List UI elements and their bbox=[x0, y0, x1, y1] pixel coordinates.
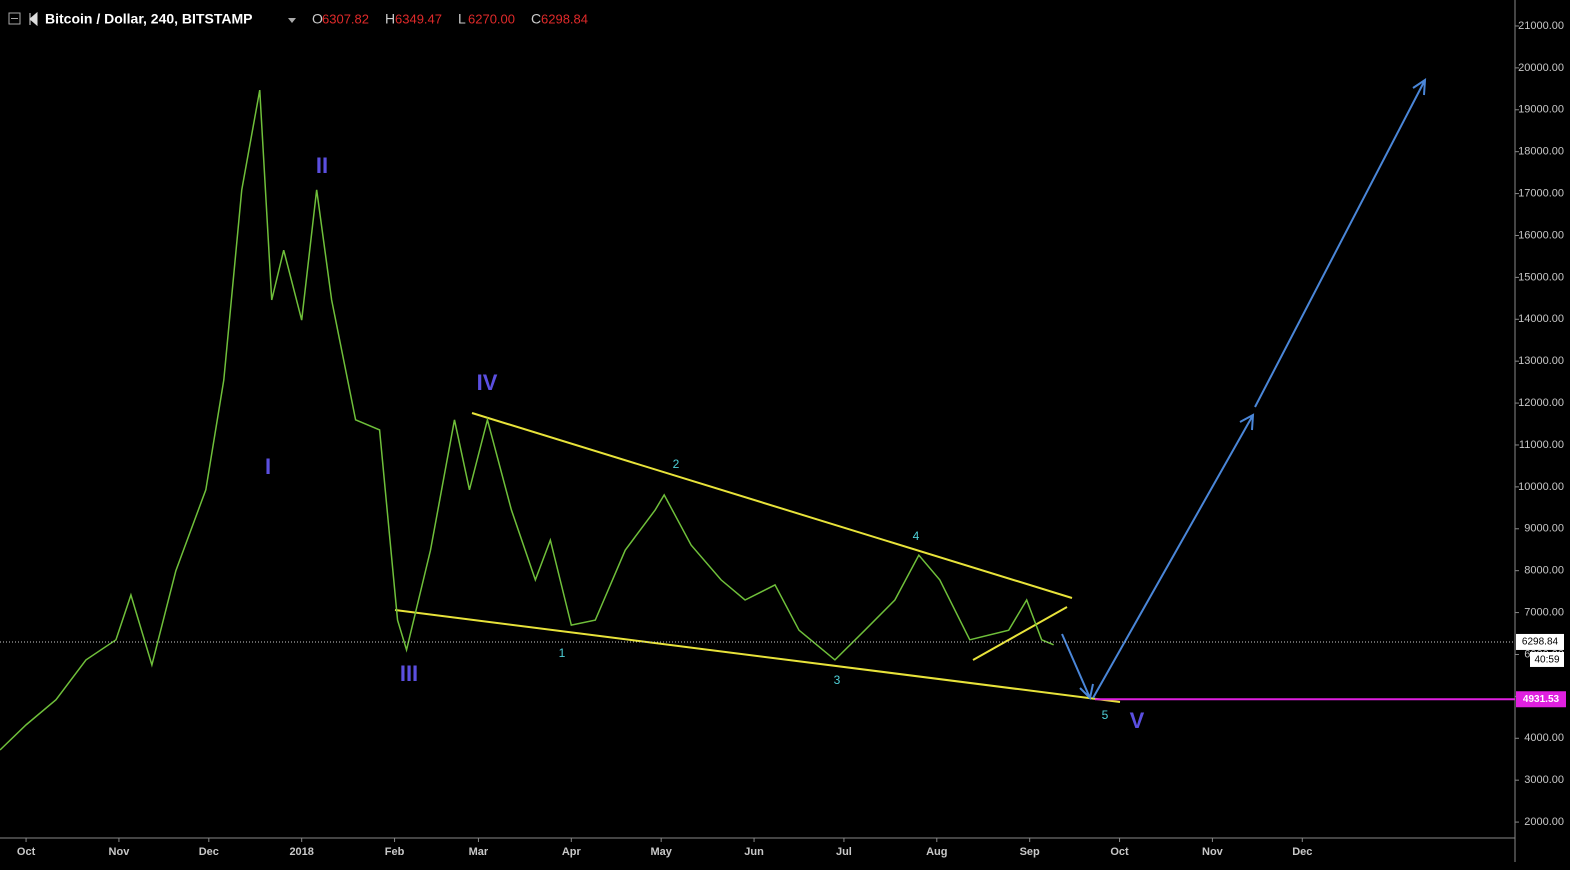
y-tick-label: 12000.00 bbox=[1518, 397, 1564, 409]
arrow-up-1 bbox=[1092, 413, 1255, 699]
wave-label-minor: 3 bbox=[834, 673, 841, 687]
trendline-lower bbox=[394, 609, 1121, 703]
x-tick-label: Nov bbox=[1202, 846, 1224, 858]
trendline-upper bbox=[471, 412, 1073, 599]
ohlc-name: C bbox=[531, 11, 541, 27]
y-tick-label: 19000.00 bbox=[1518, 104, 1564, 116]
last-price-box bbox=[1516, 633, 1564, 650]
y-tick-label: 9000.00 bbox=[1524, 523, 1564, 535]
y-tick-label: 11000.00 bbox=[1519, 439, 1564, 451]
y-tick-label: 8000.00 bbox=[1524, 565, 1564, 577]
y-tick-label: 21000.00 bbox=[1518, 20, 1564, 32]
chart-title[interactable]: Bitcoin / Dollar, 240, BITSTAMP bbox=[45, 11, 252, 27]
y-tick-label: 7000.00 bbox=[1524, 606, 1564, 618]
ohlc-name: O bbox=[312, 11, 323, 27]
y-tick-label: 20000.00 bbox=[1518, 62, 1564, 74]
arrow-up-2 bbox=[1254, 78, 1427, 408]
ohlc-value: 6349.47 bbox=[395, 11, 442, 26]
x-tick-label: Aug bbox=[926, 846, 947, 858]
wave-label-minor: 2 bbox=[673, 457, 680, 471]
x-tick-label: May bbox=[650, 846, 672, 858]
price-line bbox=[0, 89, 1054, 751]
wave-label-minor: 4 bbox=[913, 529, 920, 543]
y-tick-label: 3000.00 bbox=[1524, 774, 1564, 786]
drawings bbox=[394, 78, 1427, 703]
wave-label-minor: 1 bbox=[559, 646, 566, 660]
y-tick-label: 2000.00 bbox=[1524, 816, 1564, 828]
x-tick-label: Sep bbox=[1020, 846, 1040, 858]
arrow-down bbox=[1061, 633, 1094, 701]
y-tick-label: 17000.00 bbox=[1518, 187, 1564, 199]
wave-label-minor: 5 bbox=[1102, 708, 1109, 722]
x-tick-label: Nov bbox=[109, 846, 131, 858]
last-price-label: 6298.84 bbox=[1522, 637, 1559, 648]
wave-label-major: V bbox=[1130, 708, 1145, 733]
wave-label-major: III bbox=[400, 661, 418, 686]
y-tick-label: 16000.00 bbox=[1518, 229, 1564, 241]
x-tick-label: Dec bbox=[199, 846, 219, 858]
x-tick-label: Oct bbox=[17, 846, 36, 858]
y-tick-label: 18000.00 bbox=[1518, 146, 1564, 158]
ohlc-name: L bbox=[458, 11, 466, 27]
dropdown-arrow[interactable] bbox=[288, 18, 296, 23]
ohlc-group: O 6307.82 H 6349.47 L 6270.00 C 6298.84 bbox=[312, 11, 588, 27]
collapse-icon[interactable] bbox=[8, 12, 21, 25]
ohlc-name: H bbox=[385, 11, 395, 27]
countdown: 40:59 bbox=[1534, 655, 1559, 666]
ohlc-value: 6298.84 bbox=[541, 11, 588, 26]
x-tick-label: Dec bbox=[1292, 846, 1312, 858]
wave-label-major: IV bbox=[477, 370, 498, 395]
countdown-box bbox=[1530, 651, 1564, 667]
ohlc-value: 6270.00 bbox=[468, 11, 515, 26]
y-tick-label: 15000.00 bbox=[1518, 271, 1564, 283]
trendline-small bbox=[972, 606, 1068, 661]
x-tick-label: 2018 bbox=[289, 846, 313, 858]
ohlc-value: 6307.82 bbox=[322, 11, 369, 26]
symbol-icon bbox=[29, 11, 38, 27]
x-tick-label: Mar bbox=[469, 846, 489, 858]
y-tick-label: 14000.00 bbox=[1518, 313, 1564, 325]
target-label: 4931.53 bbox=[1523, 694, 1560, 705]
x-tick-label: Oct bbox=[1110, 846, 1129, 858]
x-tick-label: Feb bbox=[385, 846, 405, 858]
y-tick-label: 13000.00 bbox=[1518, 355, 1564, 367]
y-tick-label: 4000.00 bbox=[1524, 732, 1564, 744]
target-box bbox=[1516, 691, 1566, 708]
x-tick-label: Jul bbox=[836, 846, 852, 858]
y-tick-label: 10000.00 bbox=[1518, 481, 1564, 493]
x-tick-label: Jun bbox=[744, 846, 764, 858]
wave-label-major: II bbox=[316, 153, 328, 178]
wave-label-major: I bbox=[265, 454, 271, 479]
x-tick-label: Apr bbox=[562, 846, 582, 858]
